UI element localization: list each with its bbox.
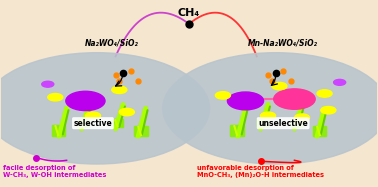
Circle shape (119, 108, 135, 116)
Polygon shape (313, 126, 327, 136)
Text: unselective: unselective (258, 119, 308, 128)
Circle shape (321, 106, 336, 114)
Polygon shape (257, 119, 268, 127)
Polygon shape (291, 119, 302, 127)
Text: selective: selective (74, 119, 112, 128)
Text: unfavorable desorption of
MnO-CH₃, (Mn)₂O-H intermediates: unfavorable desorption of MnO-CH₃, (Mn)₂… (197, 165, 324, 178)
Circle shape (215, 92, 231, 99)
Polygon shape (231, 125, 243, 136)
Text: facile desorption of
W-CH₃, W-OH intermediates: facile desorption of W-CH₃, W-OH interme… (3, 165, 106, 178)
Circle shape (260, 112, 276, 119)
Circle shape (66, 91, 105, 111)
Circle shape (42, 81, 54, 87)
Circle shape (294, 114, 310, 121)
Circle shape (0, 53, 210, 164)
Circle shape (85, 112, 101, 119)
Circle shape (163, 53, 378, 164)
Polygon shape (51, 125, 65, 136)
Circle shape (228, 92, 263, 110)
Text: CH₄: CH₄ (178, 8, 200, 18)
Circle shape (272, 82, 287, 90)
Circle shape (274, 89, 315, 109)
Text: Mn-Na₂WO₄/SiO₂: Mn-Na₂WO₄/SiO₂ (248, 38, 318, 47)
Polygon shape (78, 119, 89, 127)
Circle shape (317, 90, 332, 97)
Text: Na₂WO₄/SiO₂: Na₂WO₄/SiO₂ (85, 38, 139, 47)
Circle shape (48, 94, 63, 101)
Circle shape (112, 86, 127, 94)
Polygon shape (135, 126, 147, 136)
Polygon shape (112, 119, 123, 127)
Circle shape (334, 79, 345, 85)
